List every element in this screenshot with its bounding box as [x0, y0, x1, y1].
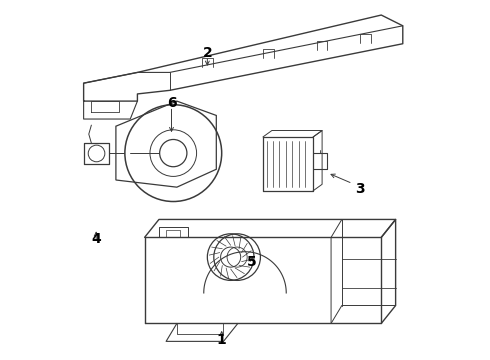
Text: 1: 1	[217, 333, 226, 347]
Text: 4: 4	[91, 232, 101, 246]
Text: 2: 2	[202, 46, 212, 60]
Text: 5: 5	[247, 256, 257, 270]
Text: 3: 3	[355, 182, 365, 196]
Text: 6: 6	[167, 96, 176, 110]
